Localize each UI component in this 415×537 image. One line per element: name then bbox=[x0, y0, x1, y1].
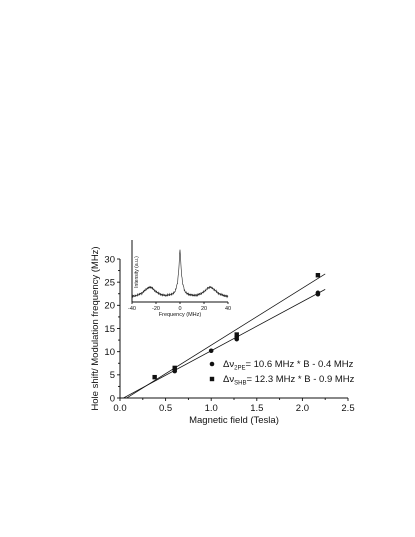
fit-line-shb bbox=[126, 273, 326, 399]
data-points bbox=[152, 273, 321, 380]
data-point-square bbox=[152, 374, 157, 380]
inset-x-axis-label: Frequency (MHz) bbox=[159, 312, 202, 318]
legend-entry: ΔνSHB= 12.3 MHz * B - 0.9 MHz bbox=[223, 374, 355, 387]
x-tick-label: 2.0 bbox=[296, 403, 309, 414]
x-tick-label: 2.5 bbox=[341, 403, 354, 414]
spectrum-line bbox=[131, 249, 229, 299]
data-point-circle bbox=[315, 290, 321, 296]
inset-x-tick-label: 40 bbox=[225, 306, 231, 312]
y-tick-label: 0 bbox=[110, 393, 115, 404]
y-axis-label: Hole shift/ Modulation frequency (MHz) bbox=[90, 246, 101, 410]
inset-y-axis-label: Intensity (a.u.) bbox=[134, 256, 140, 288]
data-point-square bbox=[234, 332, 239, 337]
inset-x-tick-label: 20 bbox=[201, 306, 207, 312]
y-tick-label: 5 bbox=[110, 370, 115, 381]
y-tick-label: 20 bbox=[104, 301, 115, 312]
y-tick-label: 10 bbox=[104, 347, 115, 358]
main-axes: 0.0 0.5 1.0 1.5 2.0 2.5 0 5 10 15 20 25 30 bbox=[104, 254, 354, 414]
inset-x-tick-label: -20 bbox=[152, 306, 160, 312]
inset-x-tick-label: 0 bbox=[178, 306, 181, 312]
fit-line-2pe bbox=[123, 288, 326, 399]
x-axis-label: Magnetic field (Tesla) bbox=[189, 415, 279, 426]
x-tick-label: 0.0 bbox=[113, 403, 126, 414]
legend-marker-square bbox=[209, 376, 215, 382]
x-tick-label: 0.5 bbox=[159, 403, 172, 414]
inset-x-tick-label: -40 bbox=[128, 306, 136, 312]
legend-marker-circle bbox=[209, 361, 215, 367]
legend-entry: Δν2PE= 10.6 MHz * B - 0.4 MHz bbox=[223, 359, 354, 372]
inset-spectrum: -40 -20 0 20 40 Frequency (MHz) Intensity (a… bbox=[128, 240, 231, 318]
y-tick-label: 30 bbox=[104, 254, 115, 265]
x-tick-label: 1.5 bbox=[250, 403, 263, 414]
legend: Δν2PE= 10.6 MHz * B - 0.4 MHz ΔνSHB= 12.3… bbox=[209, 359, 355, 387]
inset-axes: -40 -20 0 20 40 bbox=[128, 240, 231, 312]
data-point-square bbox=[172, 365, 177, 371]
data-point-square bbox=[315, 273, 321, 278]
y-tick-label: 15 bbox=[104, 324, 115, 335]
data-point-circle bbox=[208, 348, 214, 354]
x-tick-label: 1.0 bbox=[205, 403, 218, 414]
fit-lines bbox=[123, 273, 326, 399]
y-tick-label: 25 bbox=[104, 277, 115, 288]
main-plot: 0.0 0.5 1.0 1.5 2.0 2.5 0 5 10 15 20 25 30 Magnetic … bbox=[90, 246, 355, 426]
